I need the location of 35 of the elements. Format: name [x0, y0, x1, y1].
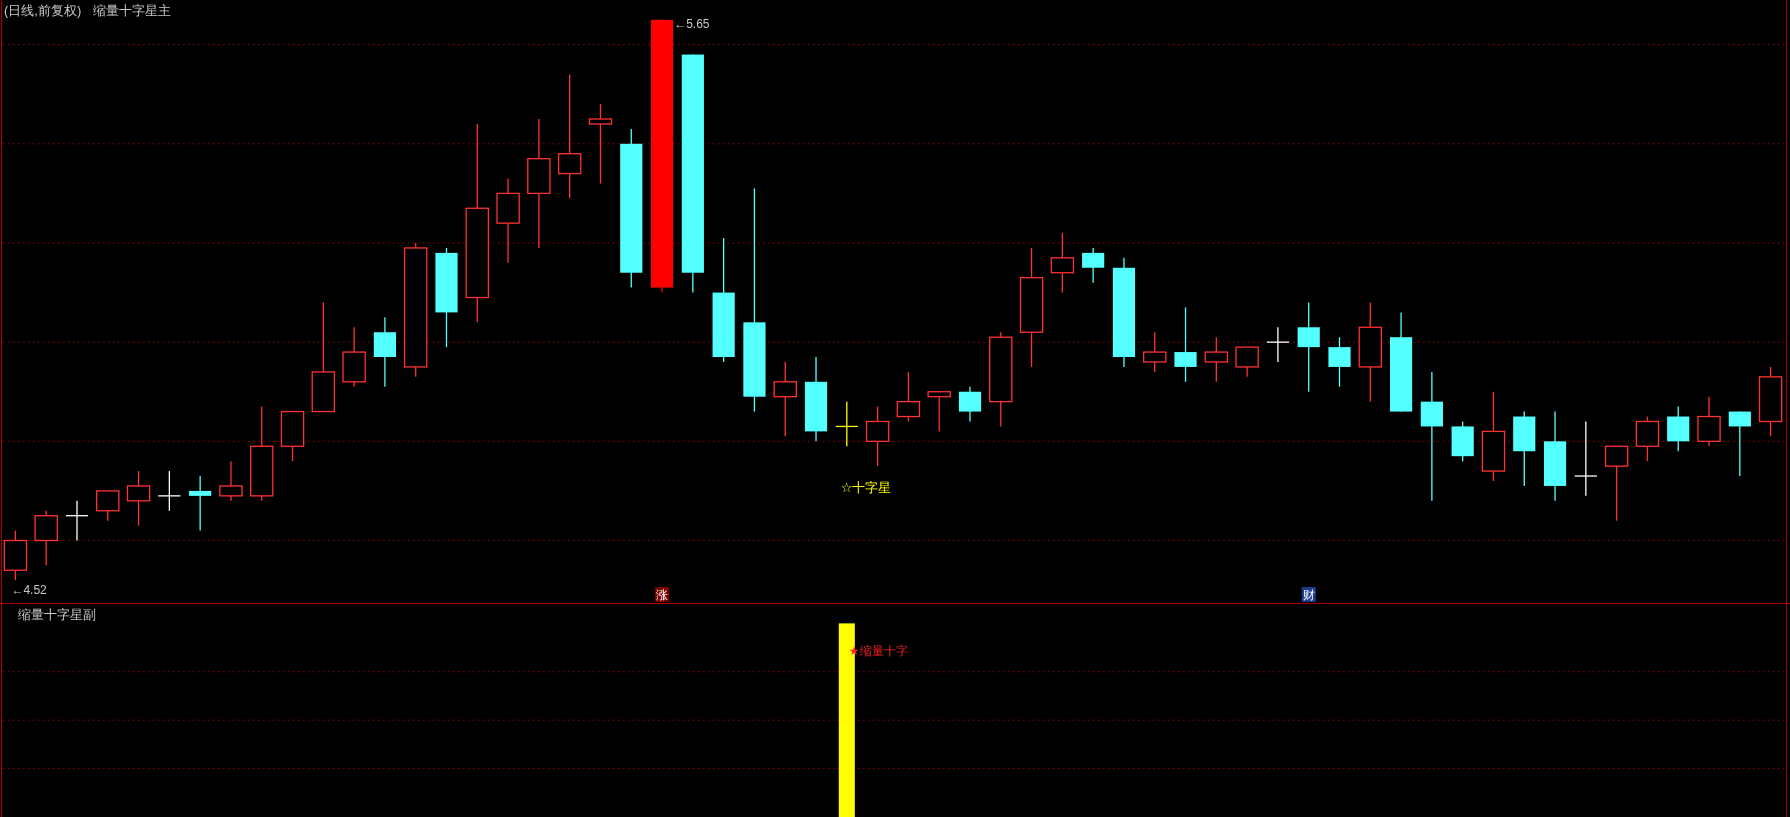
candlestick	[1266, 326, 1290, 363]
candlestick	[927, 391, 951, 433]
candlestick	[65, 500, 89, 542]
candlestick	[1204, 336, 1229, 383]
annotation: ★缩量十字	[848, 644, 908, 659]
text: ←4.52	[11, 583, 47, 598]
candlestick	[1143, 331, 1167, 373]
text: 财	[1302, 588, 1315, 602]
candlestick	[557, 73, 582, 199]
candlestick	[1328, 336, 1351, 388]
text: ←5.65	[674, 16, 710, 31]
candlestick	[219, 460, 243, 502]
text: ☆十字星	[840, 480, 892, 496]
chart-subtitle: 缩量十字星主	[93, 3, 172, 18]
candlestick	[1174, 306, 1197, 383]
candlestick	[96, 490, 120, 522]
candlestick	[896, 371, 921, 423]
candlestick	[157, 470, 182, 512]
chart-title: (日线,前复权)	[4, 3, 82, 18]
candlestick	[865, 405, 890, 467]
candlestick	[1235, 346, 1259, 378]
candlestick	[1728, 410, 1751, 477]
candlestick	[1574, 420, 1598, 497]
candlestick	[588, 103, 613, 185]
candlestick	[126, 470, 151, 527]
candlestick	[189, 475, 212, 532]
candlestick	[835, 401, 859, 447]
candlestick	[958, 386, 982, 423]
chart-title: 缩量十字星副	[18, 607, 96, 622]
candlestick	[1297, 301, 1320, 393]
candlestick	[1082, 247, 1105, 284]
candlestick	[1050, 232, 1075, 294]
candlestick	[773, 361, 797, 438]
text: 涨	[656, 588, 669, 602]
candlestick	[1604, 445, 1629, 522]
